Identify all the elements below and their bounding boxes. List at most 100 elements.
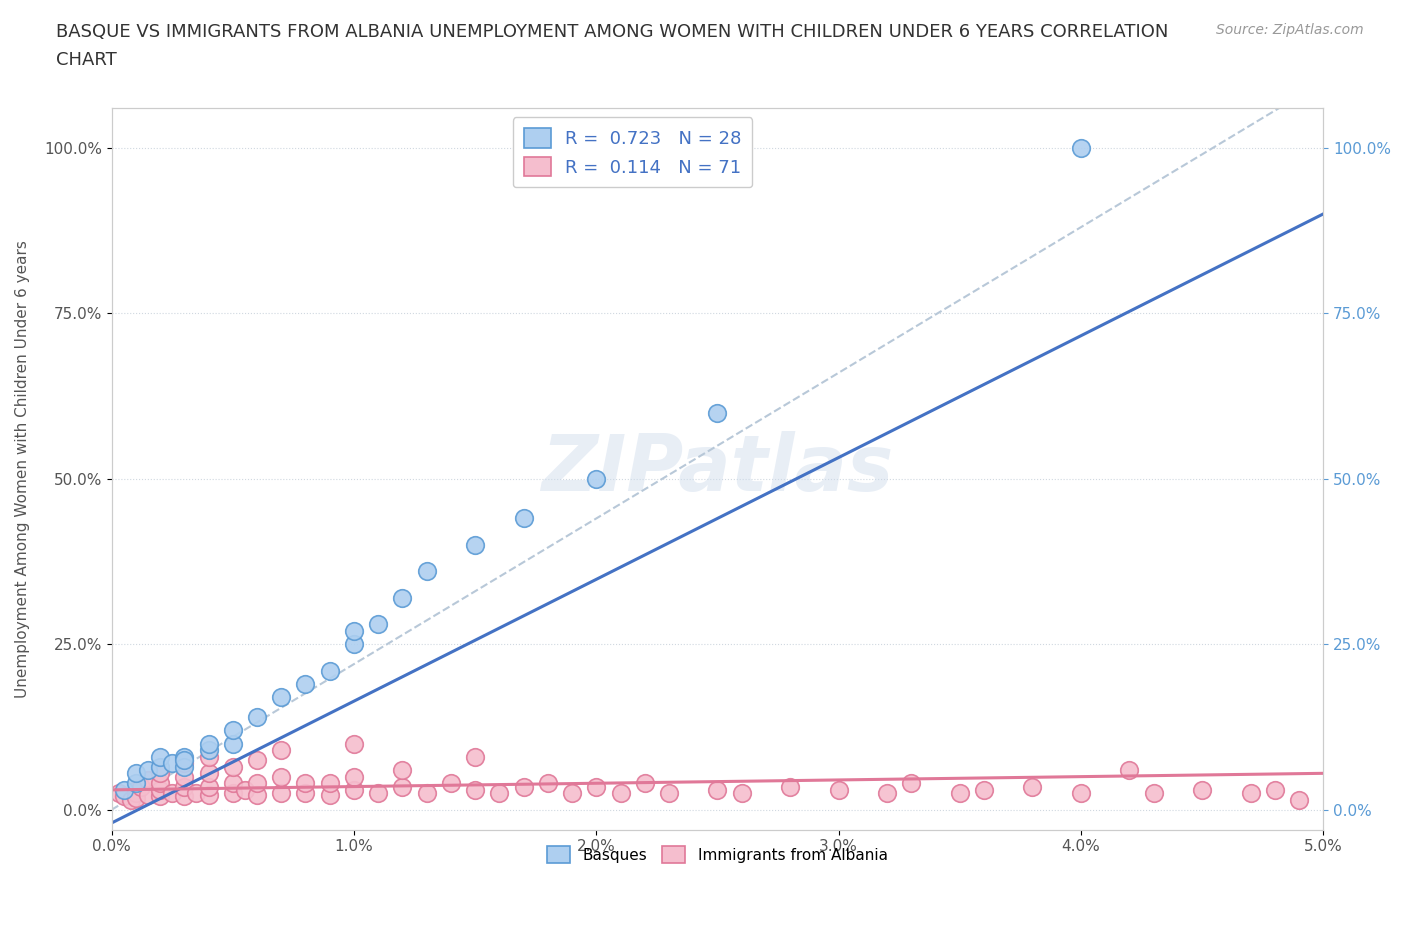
Point <box>294 786 316 801</box>
Point <box>173 779 195 794</box>
Text: Source: ZipAtlas.com: Source: ZipAtlas.com <box>1216 23 1364 37</box>
Point <box>731 786 754 801</box>
Point <box>136 763 159 777</box>
Point <box>1118 763 1140 777</box>
Point <box>658 786 681 801</box>
Point <box>1288 792 1310 807</box>
Point <box>900 776 922 790</box>
Point <box>222 723 245 737</box>
Point <box>464 782 486 797</box>
Point <box>561 786 583 801</box>
Point <box>706 405 728 420</box>
Point <box>294 676 316 691</box>
Point <box>125 790 148 805</box>
Point <box>415 564 437 578</box>
Point <box>415 786 437 801</box>
Point <box>343 782 366 797</box>
Point <box>1021 779 1043 794</box>
Y-axis label: Unemployment Among Women with Children Under 6 years: Unemployment Among Women with Children U… <box>15 240 30 698</box>
Point <box>343 623 366 638</box>
Point <box>136 788 159 803</box>
Point <box>222 786 245 801</box>
Point <box>149 789 172 804</box>
Point <box>464 538 486 552</box>
Point <box>634 776 657 790</box>
Point <box>1239 786 1261 801</box>
Legend: Basques, Immigrants from Albania: Basques, Immigrants from Albania <box>541 840 894 869</box>
Point <box>222 776 245 790</box>
Point <box>585 472 607 486</box>
Point <box>464 750 486 764</box>
Point <box>173 769 195 784</box>
Point <box>1264 782 1286 797</box>
Point <box>1070 140 1092 155</box>
Point <box>112 782 135 797</box>
Text: BASQUE VS IMMIGRANTS FROM ALBANIA UNEMPLOYMENT AMONG WOMEN WITH CHILDREN UNDER 6: BASQUE VS IMMIGRANTS FROM ALBANIA UNEMPL… <box>56 23 1168 41</box>
Point <box>160 756 183 771</box>
Point <box>120 792 142 807</box>
Point <box>779 779 801 794</box>
Point <box>270 769 292 784</box>
Point <box>827 782 849 797</box>
Point <box>197 766 219 781</box>
Point <box>512 511 534 525</box>
Point <box>609 786 631 801</box>
Point <box>149 766 172 781</box>
Point <box>246 710 269 724</box>
Point <box>125 782 148 797</box>
Point <box>973 782 995 797</box>
Point <box>488 786 510 801</box>
Point <box>129 779 152 794</box>
Point <box>197 743 219 758</box>
Point <box>876 786 898 801</box>
Point <box>197 750 219 764</box>
Point <box>222 736 245 751</box>
Point <box>149 750 172 764</box>
Point <box>391 591 413 605</box>
Point <box>186 786 208 801</box>
Point <box>440 776 463 790</box>
Point <box>149 776 172 790</box>
Point <box>125 766 148 781</box>
Point <box>112 789 135 804</box>
Point <box>949 786 972 801</box>
Text: CHART: CHART <box>56 51 117 69</box>
Point <box>343 637 366 652</box>
Point <box>222 759 245 774</box>
Point <box>294 776 316 790</box>
Point <box>125 776 148 790</box>
Point <box>233 782 256 797</box>
Point <box>585 779 607 794</box>
Point <box>246 788 269 803</box>
Point <box>367 617 389 631</box>
Point <box>125 786 148 801</box>
Point <box>706 782 728 797</box>
Point <box>149 782 172 797</box>
Point <box>246 776 269 790</box>
Point <box>343 736 366 751</box>
Point <box>270 743 292 758</box>
Point <box>367 786 389 801</box>
Point <box>1143 786 1166 801</box>
Point <box>343 769 366 784</box>
Point <box>319 776 342 790</box>
Point <box>537 776 560 790</box>
Point <box>108 786 131 801</box>
Point <box>149 759 172 774</box>
Point <box>319 788 342 803</box>
Point <box>173 752 195 767</box>
Point <box>270 786 292 801</box>
Point <box>173 750 195 764</box>
Point <box>173 756 195 771</box>
Point <box>136 773 159 788</box>
Point <box>197 779 219 794</box>
Point <box>512 779 534 794</box>
Point <box>391 763 413 777</box>
Point <box>270 690 292 705</box>
Point <box>1070 786 1092 801</box>
Point <box>160 786 183 801</box>
Point <box>173 759 195 774</box>
Point <box>197 736 219 751</box>
Text: ZIPatlas: ZIPatlas <box>541 431 894 507</box>
Point <box>173 789 195 804</box>
